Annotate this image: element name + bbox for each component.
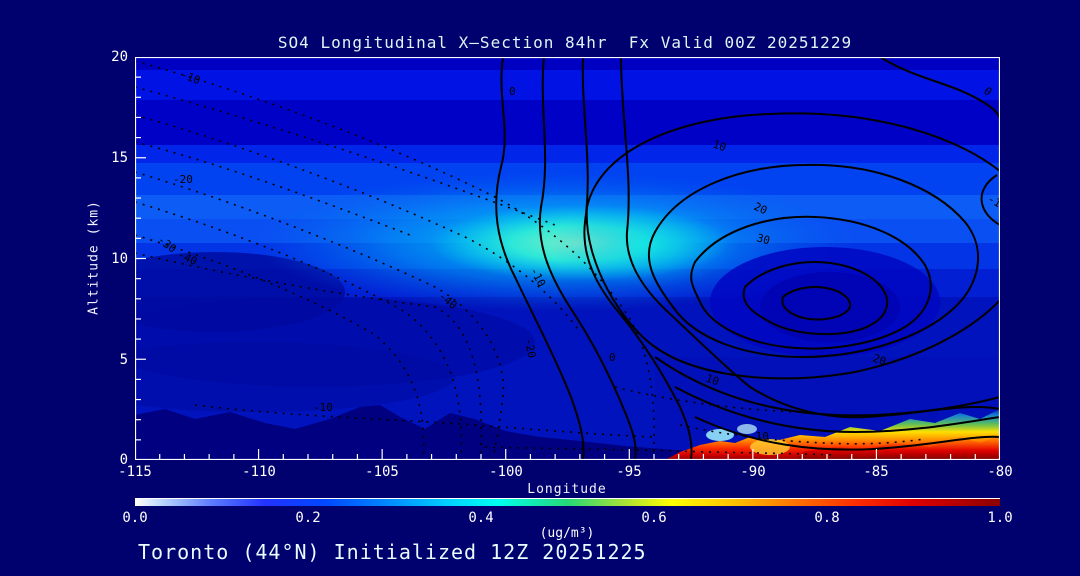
contour-label: -10 [749, 430, 769, 443]
contour-label: 0 [509, 85, 516, 98]
y-tick-label: 10 [111, 251, 128, 267]
colorbar-tick-label: 0.6 [641, 510, 667, 526]
y-tick-label: 15 [111, 150, 128, 166]
plot-border [134, 56, 1001, 461]
positive-contour-lines [495, 56, 1032, 461]
x-tick-label: -80 [987, 464, 1013, 480]
contour-label: 20 [752, 200, 770, 217]
y-tick-label: 20 [111, 49, 128, 65]
contour-label: 30 [755, 231, 771, 247]
contour-label: 0 [609, 351, 616, 364]
run-info-footer: Toronto (44°N) Initialized 12Z 20251225 [138, 540, 647, 564]
x-axis-title: Longitude [527, 482, 607, 497]
colorbar-tick-label: 0.2 [295, 510, 321, 526]
contour-label: 10 [704, 372, 721, 389]
cyan-maximum-blob [255, 172, 855, 312]
contour-label: -20 [522, 337, 538, 359]
contour-eye-dark-interior [710, 247, 940, 357]
colorbar-unit-label: (ug/m³) [539, 526, 595, 541]
chart-title: SO4 Longitudinal X—Section 84hr Fx Valid… [277, 33, 853, 52]
y-tick-label: 5 [119, 352, 128, 368]
x-tick-label: -110 [242, 464, 276, 480]
colorbar-tick-label: 1.0 [987, 510, 1013, 526]
bright-speck [737, 424, 757, 434]
colorbar-tick-label: 0.0 [122, 510, 148, 526]
colorbar-tick-label: 0.4 [468, 510, 494, 526]
terrain-silhouette [135, 405, 1000, 460]
x-tick-label: -100 [489, 464, 523, 480]
plot-area: -10 -20 -30 -40 -40 -10 -20 -10 -10 0 0 … [55, 56, 1032, 461]
x-tick-label: -85 [863, 464, 889, 480]
x-tick-label: -90 [740, 464, 766, 480]
contour-label: -20 [173, 173, 193, 186]
contour-label: -10 [313, 401, 333, 414]
x-tick-label: -115 [118, 464, 152, 480]
contour-label: 20 [871, 352, 888, 369]
y-tick-label: 0 [119, 452, 128, 468]
contour-label: 10 [711, 138, 728, 155]
colorbar-tick-label: 0.8 [814, 510, 840, 526]
x-tick-label: -105 [365, 464, 399, 480]
x-tick-label: -95 [616, 464, 642, 480]
colorbar [135, 498, 1000, 506]
negative-contour-lines [134, 60, 926, 461]
filled-contour-field: -10 -20 -30 -40 -40 -10 -20 -10 -10 0 0 … [55, 56, 1032, 461]
